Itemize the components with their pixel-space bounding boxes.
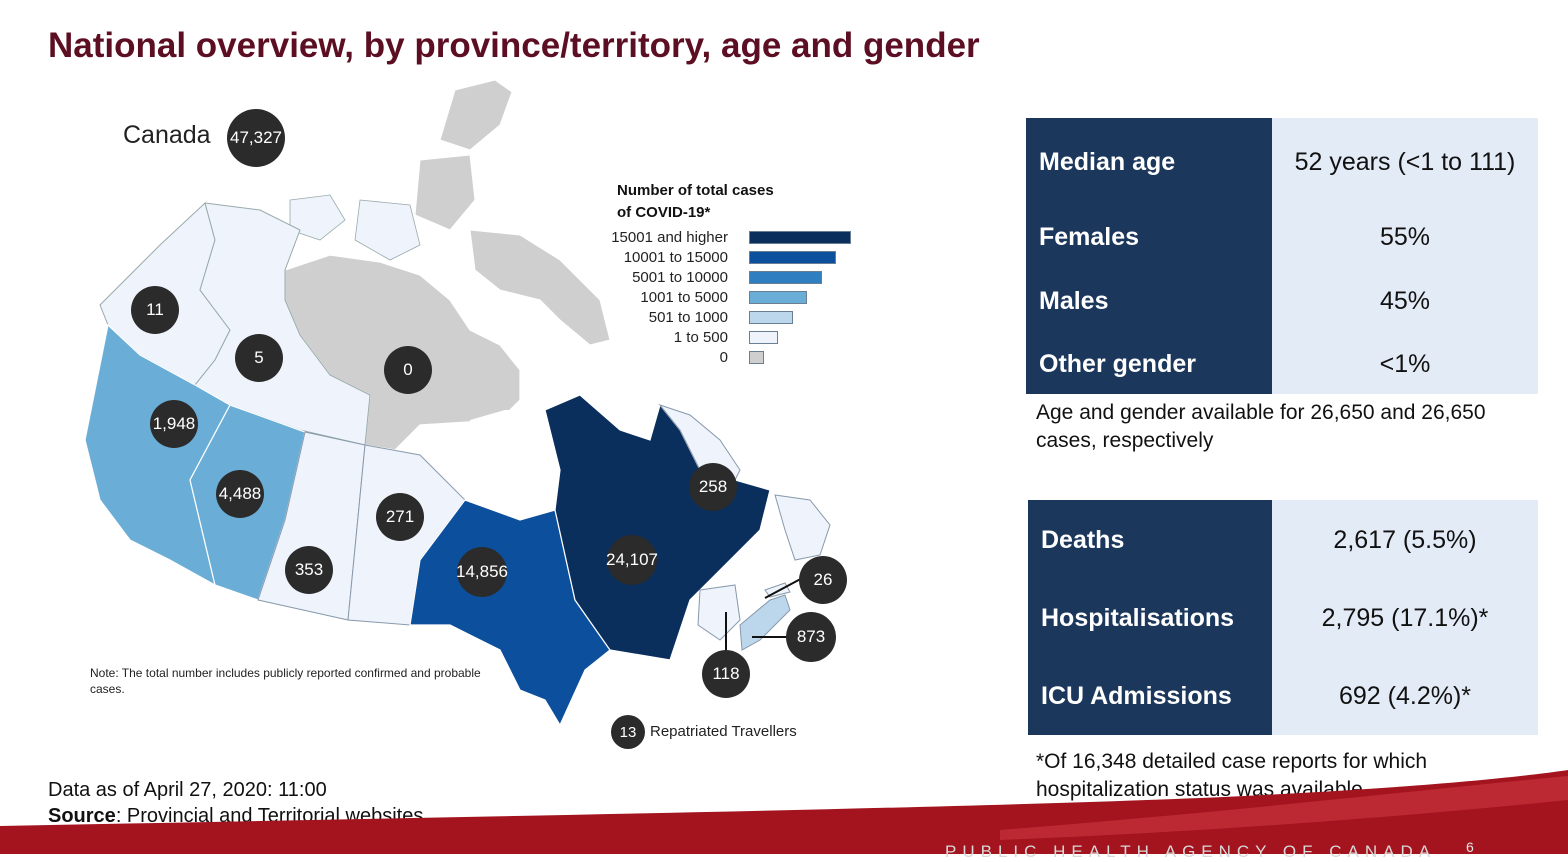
legend-swatch	[749, 291, 807, 304]
nova-scotia-bubble: 873	[786, 612, 836, 662]
legend-label: 10001 to 15000	[623, 249, 728, 266]
arctic-islands-region	[439, 79, 513, 151]
row-label: ICU Admissions	[1028, 657, 1272, 735]
new-brunswick-region	[697, 584, 741, 641]
table-row: Median age 52 years (<1 to 111)	[1026, 118, 1538, 206]
demographics-table: Median age 52 years (<1 to 111) Females …	[1026, 118, 1538, 394]
ontario-bubble: 14,856	[456, 547, 508, 597]
row-label: Females	[1026, 206, 1272, 268]
data-as-of: Data as of April 27, 2020: 11:00	[48, 779, 327, 801]
demographics-caption: Age and gender available for 26,650 and …	[1036, 401, 1486, 452]
nunavut-bubble: 0	[384, 346, 432, 394]
legend-label: 15001 and higher	[611, 229, 728, 246]
map-note: Note: The total number includes publicly…	[90, 666, 481, 696]
row-value: 2,795 (17.1%)*	[1272, 580, 1538, 657]
table-row: Other gender <1%	[1026, 334, 1538, 394]
legend-title-line2: of COVID-19*	[617, 204, 711, 221]
pei-region	[764, 582, 791, 598]
nwt-bubble: 5	[235, 334, 283, 382]
row-label: Males	[1026, 268, 1272, 334]
arctic-islands-region-3	[469, 229, 611, 346]
footer-band	[0, 770, 1568, 854]
row-value: 2,617 (5.5%)	[1272, 500, 1538, 580]
row-value: 52 years (<1 to 111)	[1272, 118, 1538, 206]
bc-region	[84, 323, 231, 587]
legend-swatch	[749, 331, 778, 344]
saskatchewan-region	[257, 431, 366, 621]
bc-bubble: 1,948	[150, 400, 198, 448]
arctic-islands-region-4	[354, 199, 421, 261]
legend-label: 5001 to 10000	[632, 269, 728, 286]
alberta-bubble: 4,488	[216, 470, 264, 518]
table-row: Hospitalisations 2,795 (17.1%)*	[1028, 580, 1538, 657]
table-row: ICU Admissions 692 (4.2%)*	[1028, 657, 1538, 735]
legend-label: 1 to 500	[673, 329, 728, 346]
legend-swatch	[749, 351, 764, 364]
row-value: <1%	[1272, 334, 1538, 394]
hudson-bay	[470, 410, 560, 520]
legend-label: 501 to 1000	[648, 309, 728, 326]
page-number: 6	[1466, 839, 1474, 855]
legend-label: 0	[719, 349, 728, 366]
pei-bubble: 26	[799, 556, 847, 604]
repatriated-label: Repatriated Travellers	[650, 723, 797, 740]
page-title: National overview, by province/territory…	[48, 26, 980, 65]
legend-swatch	[749, 271, 822, 284]
legend-swatch	[749, 311, 793, 324]
arctic-islands-region-2	[414, 154, 476, 231]
yukon-bubble: 11	[131, 286, 179, 334]
row-value: 692 (4.2%)*	[1272, 657, 1538, 735]
table-row: Females 55%	[1026, 206, 1538, 268]
legend-swatch	[749, 231, 851, 244]
row-value: 45%	[1272, 268, 1538, 334]
row-value: 55%	[1272, 206, 1538, 268]
legend-title-line1: Number of total cases	[617, 182, 774, 199]
repatriated-bubble: 13	[611, 715, 645, 749]
agency-wordmark: PUBLIC HEALTH AGENCY OF CANADA	[945, 842, 1437, 861]
manitoba-bubble: 271	[376, 493, 424, 541]
table-row: Deaths 2,617 (5.5%)	[1028, 500, 1538, 580]
row-label: Other gender	[1026, 334, 1272, 394]
legend-swatch	[749, 251, 836, 264]
newfoundland-bubble: 258	[689, 463, 737, 511]
new-brunswick-bubble: 118	[702, 650, 750, 698]
table-row: Males 45%	[1026, 268, 1538, 334]
row-label: Hospitalisations	[1028, 580, 1272, 657]
canada-total-bubble: 47,327	[227, 109, 285, 167]
newfoundland-region	[774, 494, 831, 561]
canada-label: Canada	[123, 121, 211, 149]
source-label: Source	[48, 805, 116, 827]
legend-label: 1001 to 5000	[640, 289, 728, 306]
legend-title: Number of total cases of COVID-19*	[617, 180, 774, 224]
nova-scotia-region	[739, 594, 791, 651]
quebec-region	[544, 394, 771, 661]
outcomes-table: Deaths 2,617 (5.5%) Hospitalisations 2,7…	[1028, 500, 1538, 735]
row-label: Median age	[1026, 118, 1272, 206]
row-label: Deaths	[1028, 500, 1272, 580]
saskatchewan-bubble: 353	[285, 546, 333, 594]
quebec-bubble: 24,107	[606, 535, 658, 585]
